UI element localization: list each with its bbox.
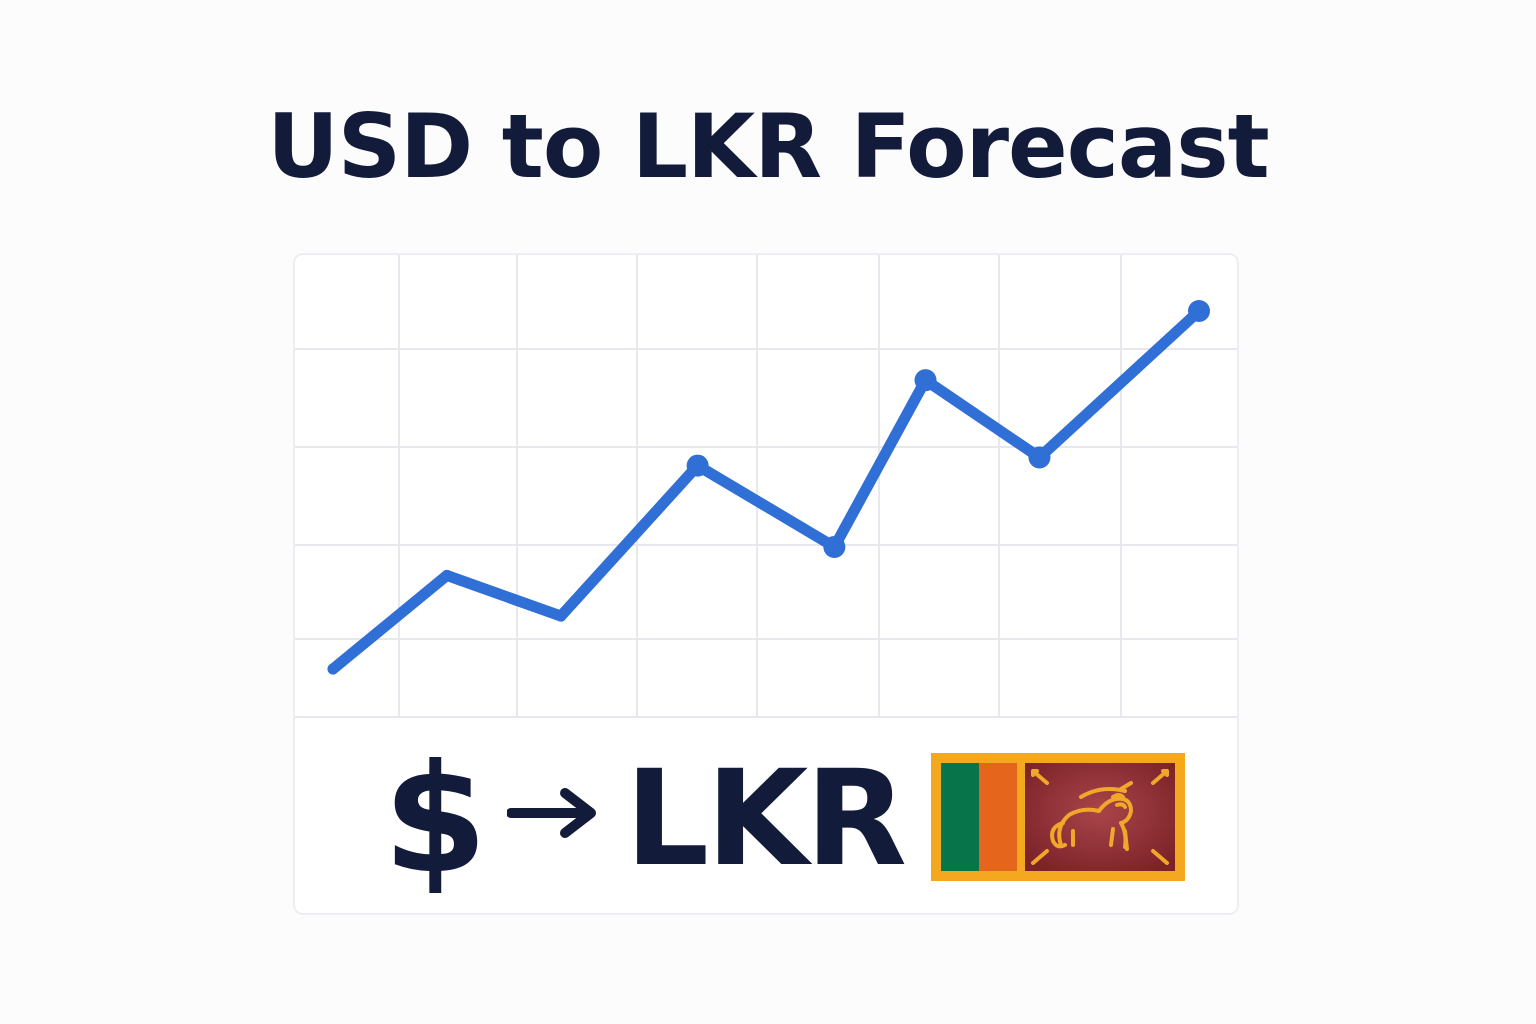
data-point [686,454,709,477]
sri-lanka-flag-icon [931,753,1185,881]
line-chart [295,255,1237,718]
data-point [555,610,567,622]
right-arrow-icon [507,788,596,838]
dollar-sign: $ [383,733,488,907]
data-point [1188,300,1210,322]
chart-card: $ LKR [293,253,1239,915]
data-point [441,569,453,581]
grid-lines [295,255,1237,718]
data-point [1028,446,1051,469]
page-title: USD to LKR Forecast [267,95,1269,198]
series-layer [327,305,1205,675]
marker-layer [327,300,1210,675]
data-point [914,369,937,392]
data-point [823,535,846,558]
series-line [327,305,1205,675]
currency-code: LKR [625,742,907,896]
data-point [327,663,339,675]
currency-pair-row: $ LKR [295,717,1237,913]
